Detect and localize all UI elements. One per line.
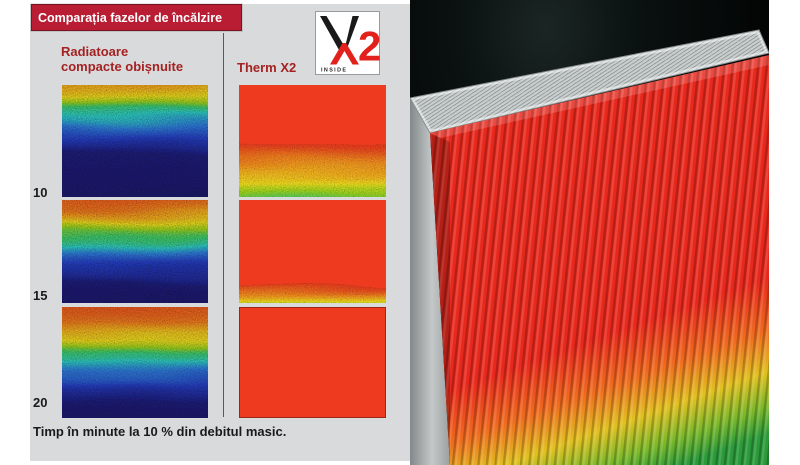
svg-text:2: 2 [358, 23, 381, 70]
svg-text:INSIDE: INSIDE [321, 68, 347, 74]
